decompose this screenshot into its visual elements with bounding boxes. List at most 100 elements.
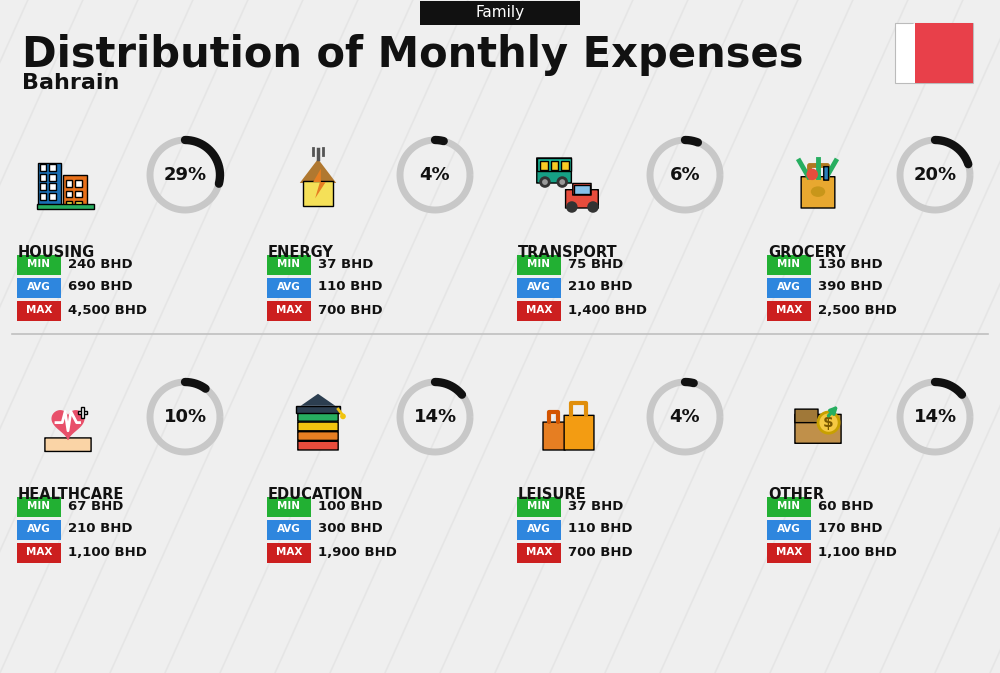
Text: 60 BHD: 60 BHD xyxy=(818,499,874,513)
FancyBboxPatch shape xyxy=(420,1,580,25)
Text: $: $ xyxy=(823,415,834,430)
Text: AVG: AVG xyxy=(777,282,801,292)
Polygon shape xyxy=(902,23,915,35)
Polygon shape xyxy=(902,47,915,59)
FancyBboxPatch shape xyxy=(17,301,61,321)
FancyBboxPatch shape xyxy=(75,180,82,187)
FancyBboxPatch shape xyxy=(574,185,590,194)
Text: 700 BHD: 700 BHD xyxy=(568,546,633,559)
FancyBboxPatch shape xyxy=(45,438,91,452)
FancyBboxPatch shape xyxy=(564,415,594,450)
Circle shape xyxy=(542,179,548,185)
FancyBboxPatch shape xyxy=(540,161,548,170)
Text: MAX: MAX xyxy=(526,547,552,557)
Text: MIN: MIN xyxy=(528,259,550,269)
FancyBboxPatch shape xyxy=(517,278,561,298)
Circle shape xyxy=(587,201,599,213)
FancyBboxPatch shape xyxy=(767,497,811,517)
Text: 10%: 10% xyxy=(163,408,207,426)
Text: HOUSING: HOUSING xyxy=(18,245,95,260)
FancyBboxPatch shape xyxy=(37,204,94,209)
FancyBboxPatch shape xyxy=(75,190,82,197)
FancyBboxPatch shape xyxy=(537,158,571,171)
Text: TRANSPORT: TRANSPORT xyxy=(518,245,618,260)
FancyBboxPatch shape xyxy=(795,409,818,423)
FancyBboxPatch shape xyxy=(66,201,72,206)
FancyBboxPatch shape xyxy=(517,301,561,321)
Text: MIN: MIN xyxy=(28,501,50,511)
Text: MIN: MIN xyxy=(778,501,800,511)
Circle shape xyxy=(806,169,818,180)
Text: 37 BHD: 37 BHD xyxy=(318,258,373,271)
Circle shape xyxy=(340,413,346,419)
Circle shape xyxy=(539,176,551,188)
FancyBboxPatch shape xyxy=(573,184,591,195)
Text: MIN: MIN xyxy=(778,259,800,269)
Text: 100 BHD: 100 BHD xyxy=(318,499,383,513)
Polygon shape xyxy=(902,35,915,47)
Text: 6%: 6% xyxy=(670,166,700,184)
FancyBboxPatch shape xyxy=(49,184,56,190)
FancyBboxPatch shape xyxy=(801,177,835,208)
Text: 4,500 BHD: 4,500 BHD xyxy=(68,304,147,316)
Text: 210 BHD: 210 BHD xyxy=(568,281,633,293)
Text: 1,100 BHD: 1,100 BHD xyxy=(68,546,147,559)
Polygon shape xyxy=(313,169,326,199)
Text: 37 BHD: 37 BHD xyxy=(568,499,623,513)
Text: 210 BHD: 210 BHD xyxy=(68,522,132,536)
Text: AVG: AVG xyxy=(277,524,301,534)
FancyBboxPatch shape xyxy=(895,23,973,83)
Text: MAX: MAX xyxy=(26,547,52,557)
FancyBboxPatch shape xyxy=(767,520,811,540)
Text: MAX: MAX xyxy=(276,547,302,557)
Text: 29%: 29% xyxy=(163,166,207,184)
Text: 170 BHD: 170 BHD xyxy=(818,522,883,536)
FancyBboxPatch shape xyxy=(517,255,561,275)
Text: 4%: 4% xyxy=(670,408,700,426)
Text: 110 BHD: 110 BHD xyxy=(568,522,633,536)
Text: AVG: AVG xyxy=(527,282,551,292)
FancyBboxPatch shape xyxy=(38,163,61,206)
FancyBboxPatch shape xyxy=(795,415,841,444)
Circle shape xyxy=(818,412,839,433)
Text: OTHER: OTHER xyxy=(768,487,824,502)
FancyBboxPatch shape xyxy=(298,431,338,440)
Text: Distribution of Monthly Expenses: Distribution of Monthly Expenses xyxy=(22,34,804,76)
FancyBboxPatch shape xyxy=(561,161,569,170)
FancyBboxPatch shape xyxy=(40,174,46,180)
Text: 75 BHD: 75 BHD xyxy=(568,258,623,271)
Text: 390 BHD: 390 BHD xyxy=(818,281,883,293)
Polygon shape xyxy=(301,394,335,406)
FancyBboxPatch shape xyxy=(915,23,973,83)
FancyBboxPatch shape xyxy=(517,543,561,563)
Text: MAX: MAX xyxy=(526,305,552,315)
FancyBboxPatch shape xyxy=(78,411,87,415)
FancyBboxPatch shape xyxy=(40,193,46,200)
Text: MIN: MIN xyxy=(28,259,50,269)
FancyBboxPatch shape xyxy=(49,193,56,200)
Text: MAX: MAX xyxy=(776,547,802,557)
Circle shape xyxy=(559,179,565,185)
FancyBboxPatch shape xyxy=(767,543,811,563)
Text: 130 BHD: 130 BHD xyxy=(818,258,883,271)
FancyBboxPatch shape xyxy=(66,190,72,197)
Text: AVG: AVG xyxy=(277,282,301,292)
Text: 700 BHD: 700 BHD xyxy=(318,304,383,316)
FancyBboxPatch shape xyxy=(824,167,829,180)
FancyBboxPatch shape xyxy=(267,301,311,321)
FancyBboxPatch shape xyxy=(517,520,561,540)
Text: 14%: 14% xyxy=(413,408,457,426)
FancyBboxPatch shape xyxy=(17,520,61,540)
FancyBboxPatch shape xyxy=(17,255,61,275)
Ellipse shape xyxy=(811,186,825,197)
Text: 20%: 20% xyxy=(913,166,957,184)
Text: MAX: MAX xyxy=(776,305,802,315)
FancyBboxPatch shape xyxy=(63,175,87,206)
Text: Bahrain: Bahrain xyxy=(22,73,119,93)
FancyBboxPatch shape xyxy=(517,497,561,517)
Text: MAX: MAX xyxy=(26,305,52,315)
FancyBboxPatch shape xyxy=(303,181,333,206)
Text: 1,400 BHD: 1,400 BHD xyxy=(568,304,647,316)
FancyBboxPatch shape xyxy=(267,278,311,298)
Text: MIN: MIN xyxy=(528,501,550,511)
